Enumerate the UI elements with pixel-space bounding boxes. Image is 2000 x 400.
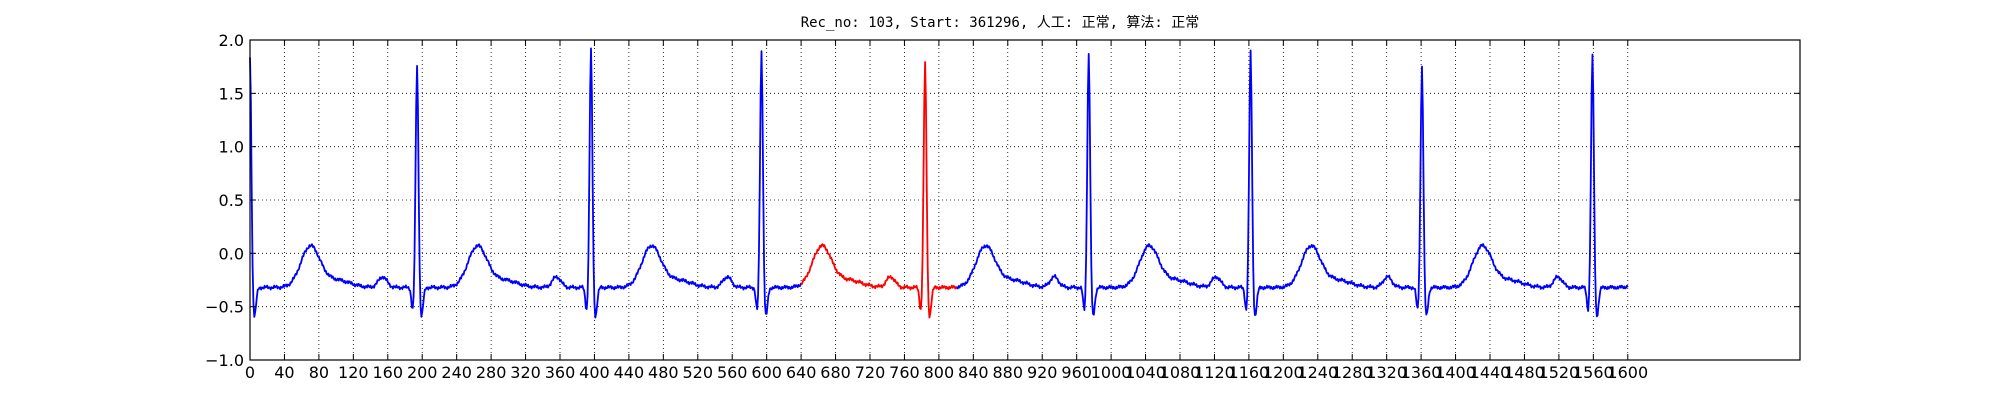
x-tick-label: 40 [274,363,294,382]
x-tick-label: 520 [683,363,714,382]
x-tick-label: 360 [545,363,576,382]
x-tick-label: 1040 [1125,363,1166,382]
x-tick-label: 960 [1061,363,1092,382]
x-tick-label: 640 [786,363,817,382]
x-tick-label: 1200 [1263,363,1304,382]
y-tick-label: 0.0 [219,244,244,263]
x-tick-label: 80 [309,363,329,382]
y-tick-label: 2.0 [219,31,244,50]
y-tick-label: −0.5 [205,298,244,317]
x-tick-label: 1400 [1435,363,1476,382]
chart-title: Rec_no: 103, Start: 361296, 人工: 正常, 算法: … [801,15,1200,31]
x-tick-label: 680 [820,363,851,382]
plot-area-background [250,40,1800,360]
x-tick-label: 840 [958,363,989,382]
x-tick-label: 1320 [1366,363,1407,382]
y-tick-label: 0.5 [219,191,244,210]
x-tick-label: 440 [614,363,645,382]
y-tick-label: −1.0 [205,351,244,370]
x-tick-label: 720 [855,363,886,382]
x-tick-label: 1160 [1229,363,1270,382]
x-tick-label: 120 [338,363,369,382]
x-tick-label: 800 [924,363,955,382]
x-tick-label: 480 [648,363,679,382]
y-axis: −1.0 −0.5 0.0 0.5 1.0 1.5 2.0 [205,31,1800,370]
x-tick-label: 0 [245,363,255,382]
ecg-series [249,47,1629,319]
x-tick-label: 1440 [1470,363,1511,382]
y-tick-label: 1.5 [219,84,244,103]
x-tick-label: 240 [441,363,472,382]
y-tick-label: 1.0 [219,138,244,157]
x-axis: 0 40 80 120 160 200 240 280 320 360 400 440 480 520 56… [245,40,1648,382]
x-tick-label: 1080 [1160,363,1201,382]
x-tick-label: 200 [407,363,438,382]
x-tick-label: 320 [510,363,541,382]
x-tick-label: 920 [1027,363,1058,382]
x-tick-label: 400 [579,363,610,382]
x-tick-label: 1480 [1504,363,1545,382]
x-tick-label: 1000 [1091,363,1132,382]
x-tick-label: 160 [373,363,404,382]
ecg-trace-normal [955,49,1629,318]
ecg-trace-highlighted [800,61,957,319]
x-tick-label: 280 [476,363,507,382]
x-tick-label: 880 [993,363,1024,382]
x-tick-label: 1520 [1539,363,1580,382]
x-tick-label: 560 [717,363,748,382]
x-tick-label: 1280 [1332,363,1373,382]
x-tick-label: 1360 [1401,363,1442,382]
x-tick-label: 1560 [1573,363,1614,382]
x-tick-label: 1600 [1607,363,1648,382]
x-tick-label: 600 [751,363,782,382]
ecg-trace-normal [249,47,802,319]
x-tick-label: 1120 [1194,363,1235,382]
x-tick-label: 1240 [1297,363,1338,382]
x-tick-label: 760 [889,363,920,382]
